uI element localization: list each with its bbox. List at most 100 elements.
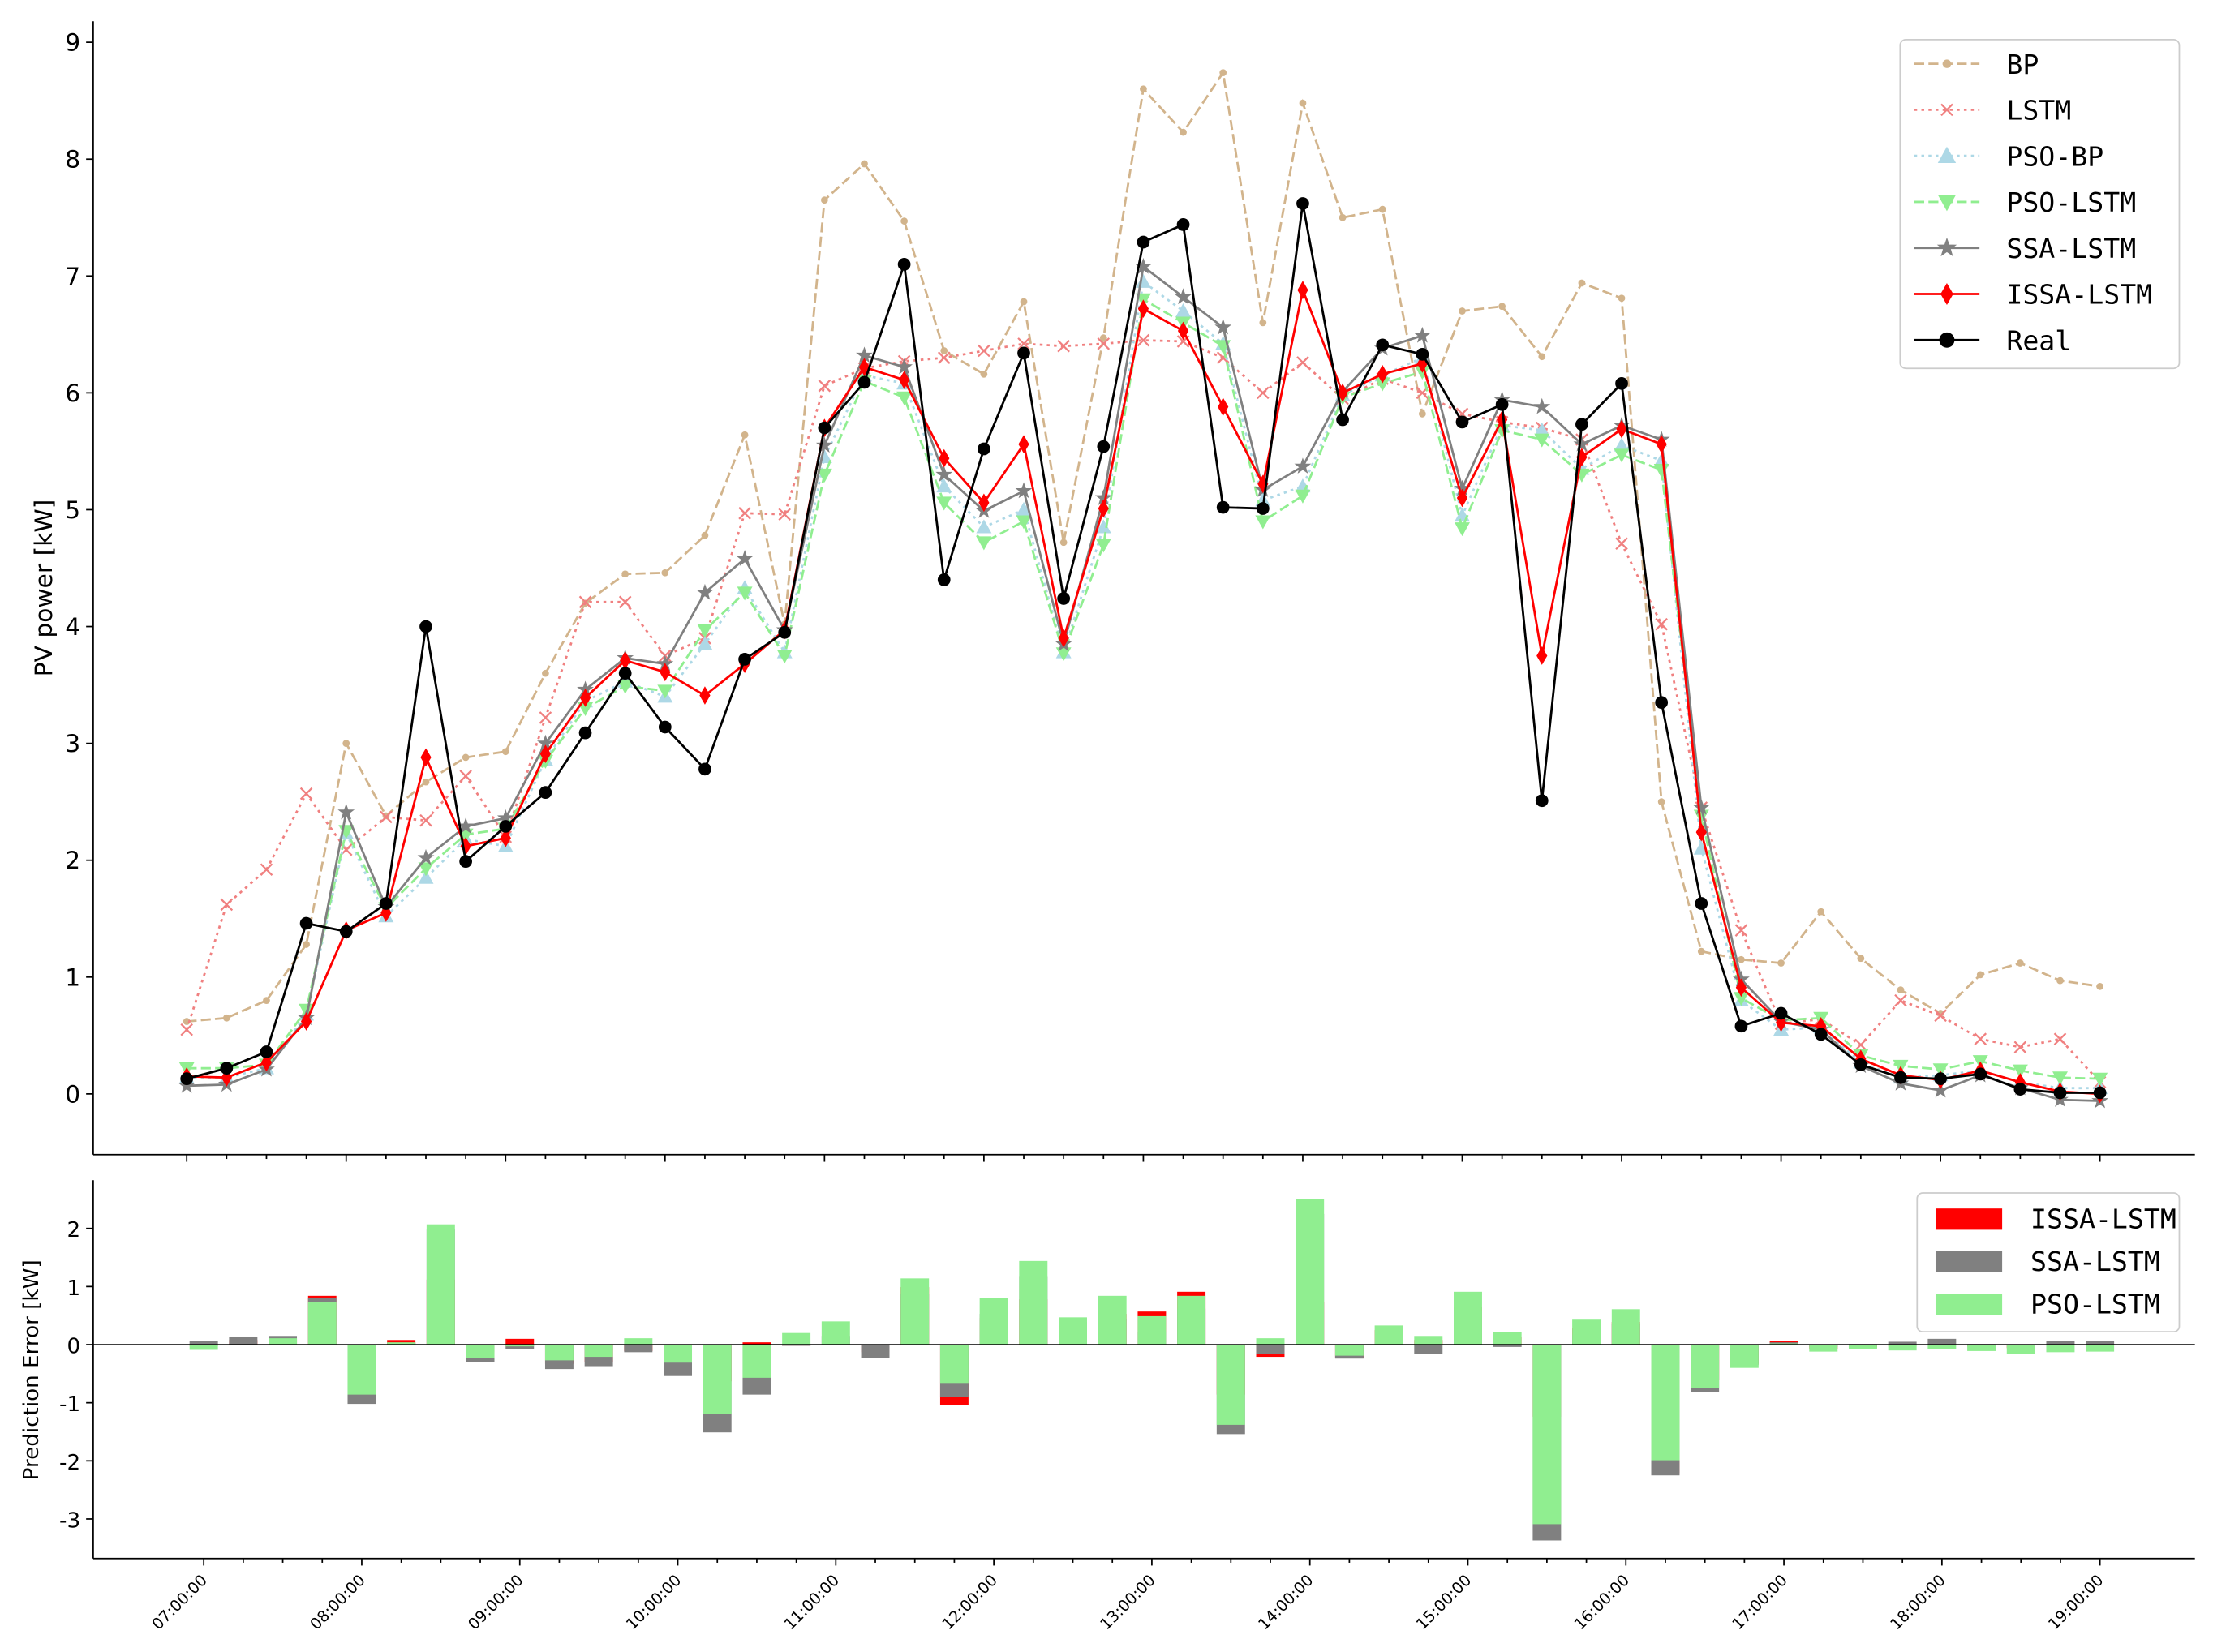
- marker: [419, 620, 432, 633]
- marker: [1219, 69, 1227, 76]
- bar: [1927, 1345, 1957, 1349]
- marker: [937, 351, 951, 364]
- marker: [1097, 337, 1111, 350]
- marker: [1538, 353, 1546, 361]
- x-tick-label: 16:00:00: [1571, 1571, 1633, 1633]
- marker: [1533, 397, 1551, 414]
- marker: [940, 347, 948, 354]
- marker: [1894, 1071, 1907, 1084]
- marker: [1534, 433, 1550, 448]
- marker: [1735, 978, 1747, 998]
- marker: [1734, 924, 1748, 937]
- bar: [624, 1345, 653, 1353]
- marker: [1578, 279, 1586, 287]
- marker: [542, 669, 549, 677]
- marker: [1339, 213, 1347, 221]
- marker: [1137, 235, 1150, 249]
- marker: [1018, 435, 1029, 454]
- legend-label: ISSA-LSTM: [2006, 279, 2152, 311]
- marker: [897, 258, 911, 271]
- bar: [505, 1345, 535, 1347]
- bar: [1414, 1345, 1443, 1354]
- marker: [263, 997, 270, 1004]
- line: [185, 339, 2101, 1083]
- marker: [578, 726, 592, 740]
- marker: [1498, 303, 1506, 311]
- marker: [978, 493, 990, 513]
- marker: [738, 653, 751, 666]
- x-tick-label: 18:00:00: [1886, 1571, 1949, 1633]
- marker: [658, 720, 672, 734]
- marker: [1940, 283, 1953, 305]
- y-tick-label: 6: [65, 380, 80, 408]
- marker: [620, 650, 631, 670]
- x-tick-label: 14:00:00: [1254, 1571, 1317, 1633]
- marker: [820, 196, 828, 204]
- legend-patch: [1935, 1251, 2003, 1272]
- bar: [1927, 1338, 1957, 1345]
- marker: [699, 686, 711, 705]
- bar: [2006, 1345, 2035, 1354]
- marker: [1377, 364, 1388, 384]
- marker: [1098, 499, 1109, 518]
- marker: [1299, 99, 1307, 107]
- marker: [815, 436, 833, 453]
- bar: [1888, 1341, 1917, 1345]
- marker: [418, 869, 434, 884]
- marker: [698, 762, 711, 776]
- marker: [2013, 1083, 2027, 1096]
- marker: [976, 519, 992, 534]
- marker: [1656, 435, 1667, 454]
- marker: [1615, 376, 1628, 390]
- marker: [1657, 798, 1665, 806]
- marker: [978, 344, 990, 358]
- bar: [544, 1345, 574, 1361]
- marker: [260, 1053, 273, 1072]
- bar: [1334, 1345, 1364, 1356]
- bar: [979, 1298, 1008, 1345]
- bar: [189, 1341, 218, 1345]
- marker: [342, 740, 350, 748]
- bar: [307, 1302, 337, 1345]
- bar: [2086, 1345, 2115, 1352]
- marker: [339, 925, 353, 938]
- y-axis-label: PV power [kW]: [30, 500, 58, 677]
- marker: [1378, 205, 1386, 213]
- bar: [1098, 1295, 1127, 1345]
- y-tick-label: 2: [67, 1218, 81, 1242]
- marker: [260, 1045, 273, 1058]
- marker: [976, 536, 992, 551]
- y-tick-label: 9: [65, 29, 80, 58]
- marker: [1697, 947, 1705, 955]
- marker: [857, 375, 871, 389]
- bar: [861, 1345, 890, 1358]
- marker: [1974, 1067, 1987, 1081]
- marker: [180, 1072, 194, 1086]
- marker: [578, 595, 592, 609]
- marker: [1939, 332, 1955, 348]
- marker: [1616, 419, 1627, 439]
- marker: [183, 1018, 191, 1025]
- marker: [935, 466, 953, 483]
- marker: [462, 753, 470, 762]
- y-axis-label: Prediction Error [kW]: [19, 1259, 44, 1480]
- marker: [697, 636, 713, 650]
- marker: [1857, 955, 1865, 963]
- marker: [1734, 1019, 1748, 1033]
- marker: [1376, 338, 1390, 352]
- marker: [422, 778, 430, 786]
- marker: [1259, 319, 1267, 327]
- marker: [936, 478, 952, 493]
- marker: [2053, 1032, 2067, 1045]
- bar: [466, 1345, 495, 1358]
- marker: [1459, 307, 1466, 315]
- marker: [222, 1014, 230, 1022]
- marker: [1137, 333, 1150, 347]
- bar: [1493, 1345, 1522, 1347]
- marker: [1017, 346, 1030, 360]
- marker: [861, 160, 868, 168]
- marker: [1257, 386, 1270, 400]
- marker: [1135, 273, 1151, 288]
- marker: [776, 650, 793, 664]
- legend-label: Real: [2006, 325, 2071, 357]
